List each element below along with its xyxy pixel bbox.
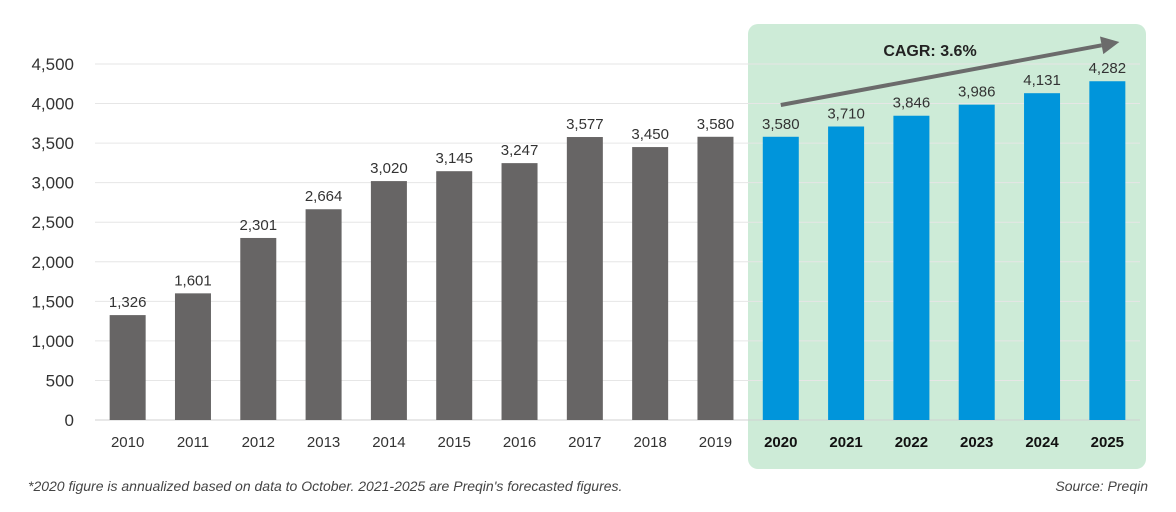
y-tick-label: 0 <box>65 411 74 430</box>
bar-value-label: 4,282 <box>1089 60 1127 77</box>
bar-value-label: 3,710 <box>827 105 865 122</box>
footnote: *2020 figure is annualized based on data… <box>28 478 623 494</box>
x-tick-label: 2023 <box>960 434 993 451</box>
bar-2018 <box>632 147 669 421</box>
cagr-arrow-line <box>780 43 1103 107</box>
x-axis: 2010 2011 2012 2013 2014 2015 2016 2017 2018 2019… <box>111 434 1124 451</box>
x-tick-label: 2018 <box>633 434 666 451</box>
bar-2025 <box>1089 81 1126 421</box>
bar-value-labels: 1,326 1,601 2,301 2,664 3,020 3,145 3,247 3,577… <box>109 60 1126 311</box>
bar-value-label: 3,145 <box>435 150 473 167</box>
bar-2012 <box>240 237 277 420</box>
bar-value-label: 2,301 <box>240 217 278 234</box>
y-axis: 0 500 1,000 1,500 2,000 2,500 3,000 3,500 4,000 4… <box>31 55 74 430</box>
bar-value-label: 3,450 <box>631 126 669 143</box>
bar-value-label: 2,664 <box>305 188 343 205</box>
bar-value-label: 3,580 <box>762 116 800 133</box>
y-tick-label: 1,000 <box>31 332 74 351</box>
bar-value-label: 4,131 <box>1023 72 1061 89</box>
bar-2015 <box>436 171 473 420</box>
bar-2011 <box>174 293 211 420</box>
x-tick-label: 2025 <box>1091 434 1124 451</box>
y-tick-label: 2,500 <box>31 213 74 232</box>
bar-value-label: 3,020 <box>370 160 408 177</box>
y-tick-label: 4,000 <box>31 95 74 114</box>
bar-2022 <box>893 115 930 420</box>
bar-2010 <box>109 315 146 420</box>
y-tick-label: 1,500 <box>31 292 74 311</box>
bars <box>109 81 1126 421</box>
cagr-label: CAGR: 3.6% <box>883 43 976 60</box>
x-tick-label: 2020 <box>764 434 797 451</box>
source-note: Source: Preqin <box>1055 478 1148 494</box>
x-tick-label: 2022 <box>895 434 928 451</box>
bar-value-label: 3,846 <box>893 95 931 112</box>
bar-2017 <box>566 137 603 420</box>
bar-2020 <box>762 136 799 420</box>
x-tick-label: 2014 <box>372 434 405 451</box>
x-tick-label: 2021 <box>829 434 862 451</box>
x-tick-label: 2017 <box>568 434 601 451</box>
forecast-panel <box>748 24 1146 469</box>
x-tick-label: 2015 <box>438 434 471 451</box>
bar-value-label: 3,986 <box>958 84 996 101</box>
y-tick-label: 4,500 <box>31 55 74 74</box>
bar-2014 <box>370 181 407 420</box>
y-tick-label: 3,000 <box>31 174 74 193</box>
bar-2024 <box>1024 93 1061 420</box>
x-tick-label: 2013 <box>307 434 340 451</box>
x-tick-label: 2016 <box>503 434 536 451</box>
bar-value-label: 1,326 <box>109 294 147 311</box>
bar-2021 <box>828 126 865 421</box>
x-tick-label: 2019 <box>699 434 732 451</box>
x-tick-label: 2012 <box>242 434 275 451</box>
bar-chart: 0 500 1,000 1,500 2,000 2,500 3,000 3,500 4,000 4… <box>31 24 1146 469</box>
bar-2016 <box>501 163 538 420</box>
x-tick-label: 2024 <box>1025 434 1059 451</box>
y-tick-label: 3,500 <box>31 134 74 153</box>
cagr-arrow-head <box>1100 36 1120 55</box>
bar-2013 <box>305 209 342 420</box>
y-tick-label: 2,000 <box>31 253 74 272</box>
y-tick-label: 500 <box>46 371 74 390</box>
bar-2019 <box>697 136 734 420</box>
bar-value-label: 3,577 <box>566 116 604 133</box>
bar-value-label: 3,580 <box>697 116 735 133</box>
cagr-annotation: CAGR: 3.6% <box>780 36 1120 107</box>
bar-2023 <box>958 104 995 420</box>
x-tick-label: 2010 <box>111 434 144 451</box>
bar-value-label: 1,601 <box>174 272 212 289</box>
bar-value-label: 3,247 <box>501 142 539 159</box>
x-tick-label: 2011 <box>177 434 209 451</box>
